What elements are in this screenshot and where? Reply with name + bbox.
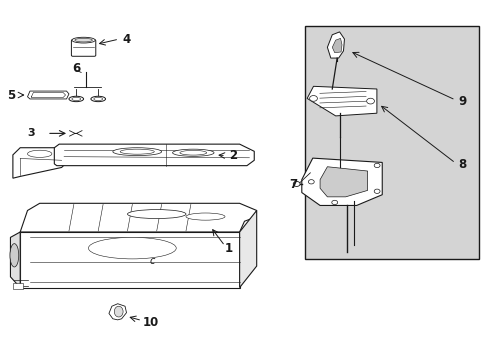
Polygon shape xyxy=(54,144,254,166)
Ellipse shape xyxy=(88,237,176,259)
Ellipse shape xyxy=(172,149,214,156)
Text: 10: 10 xyxy=(143,316,159,329)
Polygon shape xyxy=(20,203,256,232)
Text: 8: 8 xyxy=(457,158,466,171)
Ellipse shape xyxy=(10,244,19,267)
Ellipse shape xyxy=(72,37,95,43)
Ellipse shape xyxy=(127,210,185,219)
Ellipse shape xyxy=(94,97,102,100)
Ellipse shape xyxy=(91,96,105,102)
Ellipse shape xyxy=(72,97,81,100)
Ellipse shape xyxy=(120,149,154,154)
Circle shape xyxy=(373,189,379,193)
Ellipse shape xyxy=(185,213,224,220)
Polygon shape xyxy=(20,232,239,288)
Polygon shape xyxy=(331,39,341,53)
Circle shape xyxy=(366,98,374,104)
Circle shape xyxy=(309,95,317,101)
Text: c: c xyxy=(149,256,154,266)
Polygon shape xyxy=(301,158,382,206)
Text: 7: 7 xyxy=(288,178,297,191)
Text: 5: 5 xyxy=(7,89,16,102)
Ellipse shape xyxy=(27,150,52,157)
Text: 4: 4 xyxy=(122,32,131,46)
Polygon shape xyxy=(10,232,20,288)
Ellipse shape xyxy=(113,148,161,156)
Circle shape xyxy=(308,180,314,184)
Text: 2: 2 xyxy=(228,149,237,162)
Polygon shape xyxy=(13,148,69,178)
Text: 9: 9 xyxy=(457,95,466,108)
Bar xyxy=(305,26,478,259)
Ellipse shape xyxy=(75,39,92,42)
Polygon shape xyxy=(109,304,126,320)
Polygon shape xyxy=(320,167,367,197)
Circle shape xyxy=(331,200,337,204)
Bar xyxy=(13,283,22,289)
Text: 3: 3 xyxy=(27,129,35,138)
Circle shape xyxy=(373,163,379,168)
Polygon shape xyxy=(27,91,69,99)
Text: 1: 1 xyxy=(224,242,233,255)
FancyBboxPatch shape xyxy=(71,40,96,56)
Ellipse shape xyxy=(180,150,206,155)
Circle shape xyxy=(293,181,300,186)
Polygon shape xyxy=(327,32,344,58)
Ellipse shape xyxy=(114,306,123,317)
Polygon shape xyxy=(306,86,376,116)
Text: 6: 6 xyxy=(72,62,80,75)
Ellipse shape xyxy=(69,96,83,102)
Polygon shape xyxy=(239,211,256,288)
